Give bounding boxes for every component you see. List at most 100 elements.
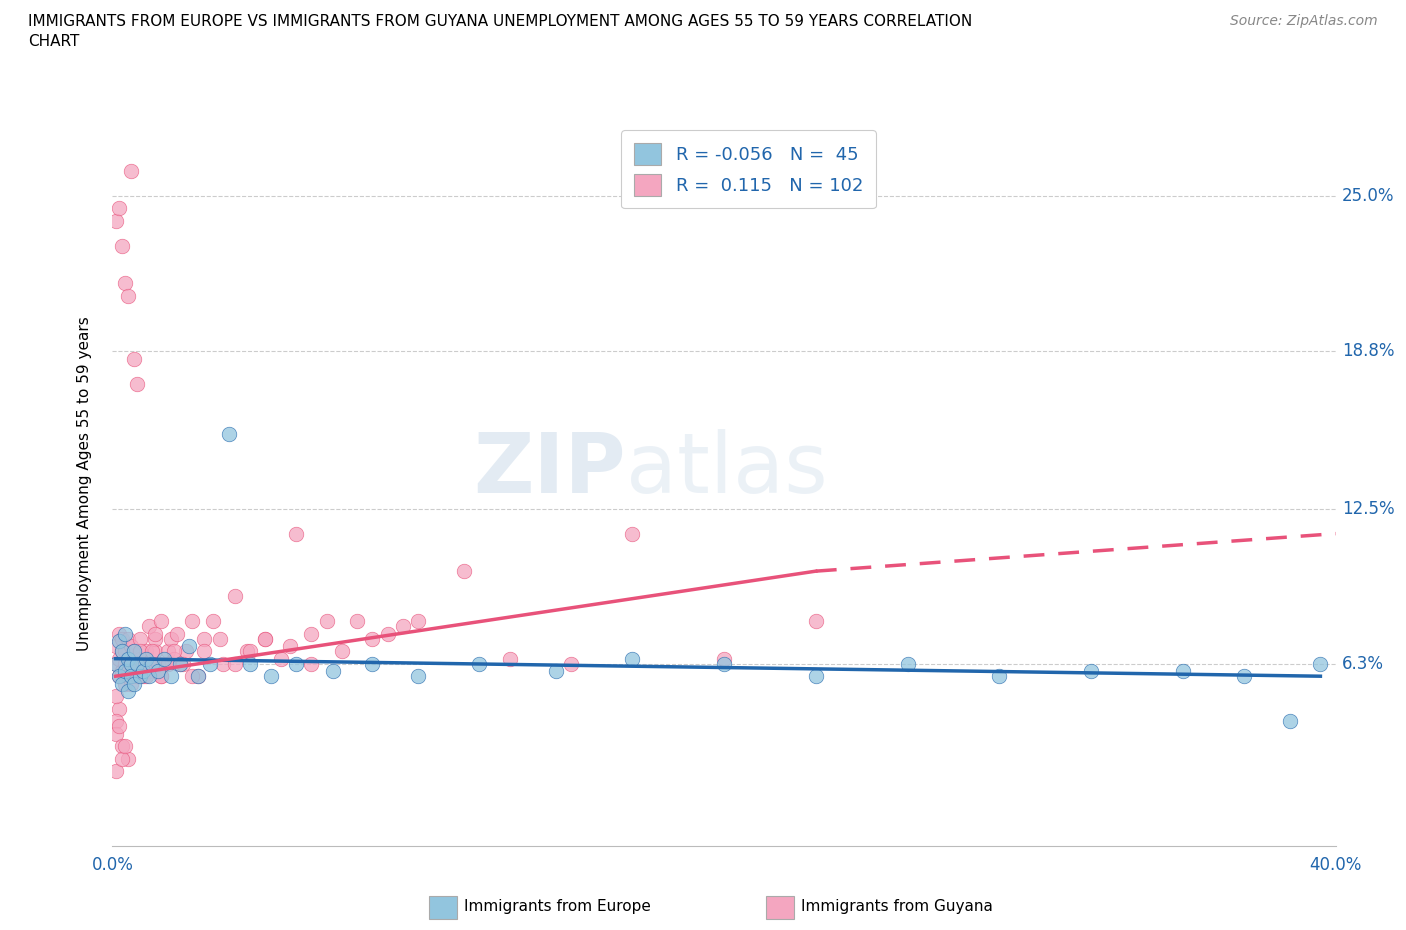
- Point: [107, 669, 129, 684]
- Point: [193, 631, 215, 646]
- Point: [125, 657, 148, 671]
- Point: [187, 669, 209, 684]
- Point: [122, 676, 145, 691]
- Point: [117, 664, 139, 679]
- Point: [193, 644, 215, 658]
- Point: [621, 651, 644, 666]
- Point: [120, 639, 142, 654]
- Point: [988, 669, 1011, 684]
- Point: [117, 631, 139, 646]
- Point: [114, 676, 136, 691]
- Point: [117, 669, 139, 684]
- Point: [468, 657, 491, 671]
- Point: [138, 618, 160, 633]
- Point: [254, 631, 277, 646]
- Point: [107, 651, 129, 666]
- Point: [150, 614, 173, 629]
- Point: [148, 657, 170, 671]
- Point: [107, 626, 129, 641]
- Point: [122, 352, 145, 366]
- Point: [200, 657, 222, 671]
- Point: [129, 631, 152, 646]
- Point: [239, 644, 262, 658]
- Point: [104, 214, 127, 229]
- Point: [111, 238, 134, 253]
- Point: [315, 614, 337, 629]
- Text: 25.0%: 25.0%: [1341, 187, 1395, 205]
- Point: [713, 657, 735, 671]
- Point: [107, 669, 129, 684]
- Point: [148, 657, 170, 671]
- Point: [141, 657, 163, 671]
- Text: Immigrants from Guyana: Immigrants from Guyana: [801, 899, 993, 914]
- Point: [322, 664, 344, 679]
- Point: [544, 664, 567, 679]
- Point: [408, 614, 430, 629]
- Point: [107, 201, 129, 216]
- Point: [361, 631, 384, 646]
- Point: [132, 664, 155, 679]
- Text: IMMIGRANTS FROM EUROPE VS IMMIGRANTS FROM GUYANA UNEMPLOYMENT AMONG AGES 55 TO 5: IMMIGRANTS FROM EUROPE VS IMMIGRANTS FRO…: [28, 14, 973, 48]
- Text: Source: ZipAtlas.com: Source: ZipAtlas.com: [1230, 14, 1378, 28]
- Point: [122, 644, 145, 658]
- Point: [270, 651, 292, 666]
- Point: [169, 657, 191, 671]
- Point: [408, 669, 430, 684]
- Point: [377, 626, 399, 641]
- Point: [141, 644, 163, 658]
- Point: [156, 657, 179, 671]
- Point: [453, 564, 475, 578]
- Point: [804, 669, 827, 684]
- Point: [135, 644, 157, 658]
- Point: [111, 644, 134, 658]
- Legend: R = -0.056   N =  45, R =  0.115   N = 102: R = -0.056 N = 45, R = 0.115 N = 102: [621, 130, 876, 208]
- Point: [172, 657, 194, 671]
- Text: atlas: atlas: [626, 429, 828, 510]
- Y-axis label: Unemployment Among Ages 55 to 59 years: Unemployment Among Ages 55 to 59 years: [77, 316, 91, 651]
- Point: [150, 669, 173, 684]
- Point: [104, 726, 127, 741]
- Point: [1080, 664, 1102, 679]
- Point: [499, 651, 522, 666]
- Point: [159, 669, 181, 684]
- Point: [104, 764, 127, 778]
- Point: [392, 618, 415, 633]
- Point: [177, 639, 200, 654]
- Point: [224, 657, 246, 671]
- Point: [148, 664, 170, 679]
- Point: [125, 669, 148, 684]
- Point: [202, 614, 225, 629]
- Point: [104, 714, 127, 729]
- Point: [104, 639, 127, 654]
- Point: [117, 751, 139, 766]
- Point: [107, 633, 129, 648]
- Point: [117, 684, 139, 698]
- Point: [1233, 669, 1256, 684]
- Point: [129, 651, 152, 666]
- Point: [107, 701, 129, 716]
- Point: [143, 644, 166, 658]
- Point: [114, 644, 136, 658]
- Point: [346, 614, 368, 629]
- Text: ZIP: ZIP: [474, 429, 626, 510]
- Point: [174, 644, 197, 658]
- Point: [299, 657, 322, 671]
- Text: 18.8%: 18.8%: [1341, 342, 1395, 360]
- Point: [330, 644, 353, 658]
- Point: [120, 669, 142, 684]
- Point: [125, 376, 148, 391]
- Point: [114, 657, 136, 671]
- Point: [111, 664, 134, 679]
- Point: [143, 626, 166, 641]
- Point: [129, 669, 152, 684]
- Point: [560, 657, 582, 671]
- Point: [120, 657, 142, 671]
- Point: [104, 657, 127, 671]
- Point: [166, 626, 188, 641]
- Point: [135, 669, 157, 684]
- Point: [1278, 714, 1301, 729]
- Point: [163, 651, 186, 666]
- Point: [187, 669, 209, 684]
- Point: [621, 526, 644, 541]
- Point: [138, 664, 160, 679]
